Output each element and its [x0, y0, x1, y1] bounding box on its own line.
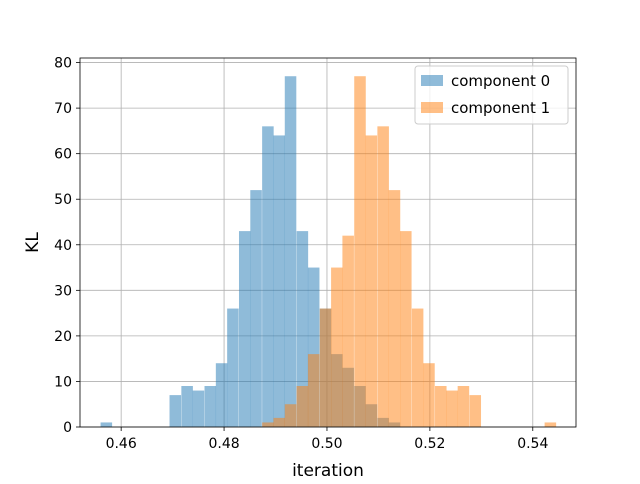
histogram-bar: [423, 363, 435, 427]
y-tick-label: 30: [54, 283, 72, 299]
histogram-bar: [204, 386, 217, 427]
plot-frame: [79, 57, 577, 428]
y-tick-label: 60: [54, 147, 72, 163]
histogram-bar: [273, 135, 285, 427]
y-tick-label: 0: [63, 420, 72, 436]
x-tick-label: 0.50: [311, 436, 342, 452]
histogram-bar: [354, 76, 366, 427]
x-tick-label: 0.52: [414, 436, 445, 452]
histogram-bar: [307, 267, 320, 427]
histogram-bar: [307, 354, 320, 427]
legend-box: [414, 65, 569, 125]
histogram-bar: [215, 363, 228, 427]
y-tick-label: 20: [54, 329, 72, 345]
y-tick-label: 70: [54, 101, 72, 117]
histogram-bar: [319, 308, 332, 427]
histogram-bar: [342, 235, 354, 427]
histogram-bar: [296, 386, 309, 427]
histogram-bar: [192, 390, 205, 427]
histogram-bar: [181, 386, 193, 427]
histogram-bar: [238, 231, 251, 427]
y-tick-label: 10: [54, 374, 72, 390]
x-axis-label: iteration: [292, 461, 364, 480]
histogram-bar: [262, 126, 274, 427]
histogram-bar: [411, 308, 424, 427]
histogram-bar: [284, 404, 297, 427]
histogram-bar: [457, 386, 470, 427]
x-tick-label: 0.46: [106, 436, 137, 452]
histogram-bar: [400, 231, 412, 427]
y-tick-label: 50: [54, 192, 72, 208]
histogram-bar: [250, 190, 262, 427]
histogram-bar: [100, 422, 113, 427]
axes-layer: 0.46 0.48 0.50 0.52 0.54 0 10 20 30 40 50 60 70 80 ite…: [23, 56, 577, 481]
y-axis-label: KL: [23, 232, 43, 253]
histogram-bar: [331, 267, 343, 427]
histogram-bar: [227, 308, 239, 427]
x-tick-label: 0.54: [517, 436, 548, 452]
histogram-bar: [377, 126, 389, 427]
legend: component 0 component 1: [414, 65, 569, 125]
histogram-bar: [296, 231, 309, 427]
y-tick-label: 40: [54, 238, 72, 254]
histogram-bar: [388, 190, 401, 427]
histogram-bar: [435, 386, 447, 427]
histogram-bar: [469, 395, 482, 427]
legend-label: component 0: [451, 72, 550, 90]
histogram-bar: [169, 395, 182, 427]
histogram-bar: [446, 390, 458, 427]
legend-swatch: [421, 75, 443, 86]
histogram-bar: [284, 76, 297, 427]
histogram-bar: [544, 422, 557, 427]
histogram-bar: [365, 135, 378, 427]
x-tick-label: 0.48: [208, 436, 239, 452]
histogram-bar: [273, 417, 285, 427]
y-tick-label: 80: [54, 56, 72, 72]
bars-layer: [100, 76, 557, 427]
histogram-bar: [262, 422, 274, 427]
legend-label: component 1: [451, 99, 550, 117]
legend-swatch: [421, 102, 443, 113]
